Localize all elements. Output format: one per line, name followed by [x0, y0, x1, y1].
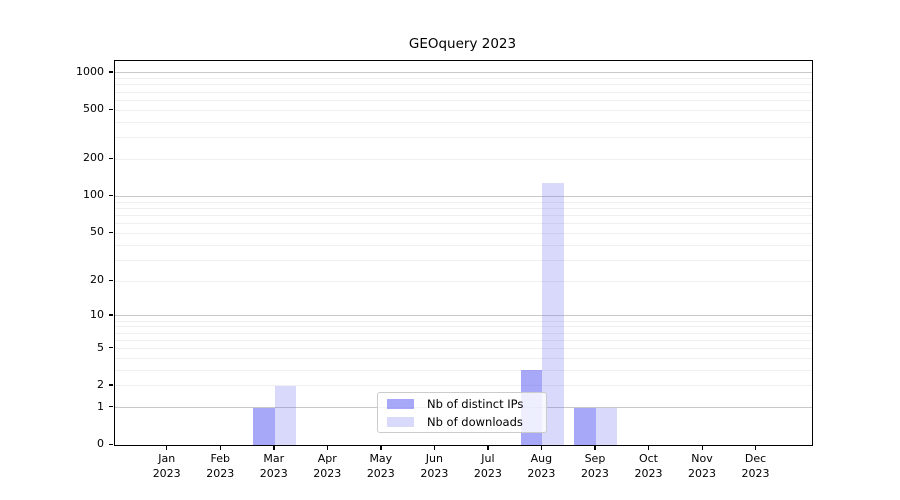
x-tick-label: Nov 2023 [688, 452, 716, 480]
y-tick-label: 100 [83, 188, 104, 202]
bar [595, 407, 618, 445]
minor-gridline [115, 109, 812, 111]
minor-gridline [115, 320, 812, 322]
minor-gridline [115, 78, 812, 80]
minor-gridline [115, 158, 812, 160]
x-tick-mark [273, 445, 275, 450]
y-tick-mark [109, 314, 113, 316]
y-tick-mark [109, 108, 113, 111]
x-tick-label: Feb 2023 [206, 452, 235, 480]
minor-gridline [115, 369, 812, 371]
minor-gridline [115, 326, 812, 328]
y-tick-mark [109, 194, 113, 197]
x-tick-mark [594, 445, 596, 450]
minor-gridline [115, 137, 812, 139]
x-tick-mark [755, 445, 757, 450]
minor-gridline [115, 232, 812, 234]
x-tick-label: Dec 2023 [741, 452, 770, 480]
y-tick-label: 500 [83, 102, 104, 116]
minor-gridline [115, 348, 812, 349]
x-tick-mark [647, 445, 650, 450]
x-tick-label: Sep 2023 [580, 452, 609, 480]
x-tick-label: Oct 2023 [634, 452, 663, 480]
x-tick-mark [487, 445, 489, 450]
minor-gridline [115, 385, 812, 387]
y-tick-label: 50 [90, 225, 104, 239]
y-tick-mark [109, 279, 113, 281]
y-tick-mark [109, 231, 113, 234]
x-tick-mark [326, 445, 329, 450]
y-tick-mark [109, 157, 113, 160]
y-tick-mark [109, 443, 113, 445]
minor-gridline [115, 207, 812, 209]
minor-gridline [115, 99, 812, 101]
legend: Nb of distinct IPs Nb of downloads [377, 392, 547, 433]
x-tick-label: Mar 2023 [259, 452, 288, 480]
legend-label: Nb of downloads [427, 414, 523, 429]
chart-title: GEOquery 2023 [408, 36, 517, 52]
bar [274, 385, 297, 445]
minor-gridline [115, 121, 812, 123]
x-tick-mark [540, 445, 543, 450]
minor-gridline [115, 280, 812, 282]
legend-row: Nb of downloads [378, 414, 546, 429]
minor-gridline [115, 84, 812, 86]
bar [253, 407, 275, 445]
major-gridline [115, 315, 812, 317]
minor-gridline [115, 332, 812, 334]
y-tick-label: 200 [83, 151, 104, 165]
x-tick-label: Apr 2023 [313, 452, 342, 480]
x-tick-mark [166, 445, 168, 450]
minor-gridline [115, 214, 812, 216]
y-tick-mark [109, 71, 113, 73]
minor-gridline [115, 201, 812, 203]
minor-gridline [115, 223, 812, 225]
y-tick-mark [109, 347, 113, 349]
y-tick-label: 20 [90, 273, 104, 287]
x-tick-label: Aug 2023 [527, 452, 556, 480]
x-tick-mark [701, 445, 703, 450]
minor-gridline [115, 91, 812, 93]
x-tick-mark [433, 445, 436, 450]
y-tick-label: 2 [97, 377, 104, 391]
y-tick-label: 1 [97, 399, 104, 413]
legend-row: Nb of distinct IPs [378, 396, 546, 411]
bar [542, 182, 564, 445]
y-tick-label: 1000 [76, 64, 104, 78]
y-tick-label: 5 [97, 340, 104, 354]
major-gridline [115, 195, 812, 197]
legend-label: Nb of distinct IPs [427, 396, 524, 411]
y-tick-mark [109, 384, 113, 386]
bar [574, 407, 596, 445]
minor-gridline [115, 259, 812, 261]
x-tick-label: Jun 2023 [420, 452, 449, 480]
legend-swatch-downloads [387, 416, 414, 427]
x-tick-label: Jul 2023 [473, 452, 502, 480]
plot-area [114, 60, 813, 446]
x-tick-mark [219, 445, 222, 450]
y-tick-label: 10 [90, 307, 104, 321]
minor-gridline [115, 339, 812, 341]
x-tick-label: May 2023 [366, 452, 395, 480]
minor-gridline [115, 244, 812, 246]
y-tick-mark [109, 406, 113, 408]
y-tick-label: 0 [97, 437, 104, 450]
x-tick-label: Jan 2023 [152, 452, 181, 480]
major-gridline [115, 72, 812, 74]
legend-swatch-distinct-ips [387, 398, 414, 409]
minor-gridline [115, 357, 812, 359]
x-tick-mark [380, 445, 382, 450]
